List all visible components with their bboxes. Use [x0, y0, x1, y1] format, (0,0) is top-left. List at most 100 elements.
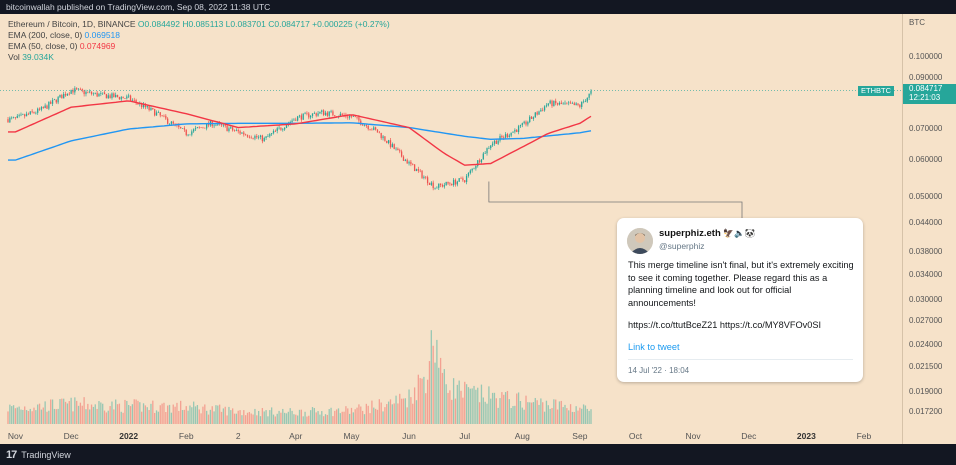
- candle-body: [196, 127, 199, 129]
- chart-panel[interactable]: Ethereum / Bitcoin, 1D, BINANCE O0.08449…: [0, 14, 956, 444]
- symbol-price-tag: ETHBTC: [858, 85, 894, 96]
- candle-body: [373, 127, 375, 130]
- volume-bar: [497, 407, 499, 424]
- candle-body: [332, 111, 334, 116]
- candle-body: [44, 105, 46, 109]
- volume-bar: [525, 395, 527, 424]
- link-to-tweet[interactable]: Link to tweet: [628, 342, 680, 352]
- volume-bar: [207, 414, 210, 424]
- candle-body: [415, 169, 418, 172]
- legend-ema50-row[interactable]: EMA (50, close, 0) 0.074969: [8, 41, 390, 52]
- candle-body: [241, 132, 243, 134]
- candle-body: [29, 111, 31, 115]
- volume-bar: [29, 408, 31, 424]
- price-chart[interactable]: [0, 14, 902, 444]
- legend-ema200-row[interactable]: EMA (200, close, 0) 0.069518: [8, 30, 390, 41]
- candle-body: [105, 94, 108, 99]
- candle-body: [131, 99, 134, 101]
- volume-bar: [213, 411, 215, 424]
- volume-bar: [432, 345, 434, 424]
- candle-body: [478, 160, 481, 163]
- footer-brand[interactable]: TradingView: [21, 449, 71, 460]
- tweet-author-name[interactable]: superphiz.eth 🦅🔈🐼: [659, 228, 755, 239]
- candle-body: [259, 135, 262, 137]
- y-tick-label: 0.100000: [909, 52, 943, 62]
- candle-body: [18, 115, 20, 116]
- volume-bar: [523, 409, 525, 424]
- candle-body: [490, 145, 492, 149]
- candle-body: [579, 104, 581, 107]
- y-tick-label: 0.060000: [909, 155, 943, 165]
- volume-bar: [564, 404, 566, 424]
- volume-bar: [245, 415, 247, 424]
- volume-bar: [76, 400, 78, 424]
- candle-body: [419, 170, 421, 172]
- price-axis[interactable]: BTC 0.1000000.0900000.0800000.0700000.06…: [902, 14, 956, 444]
- candle-body: [174, 123, 176, 125]
- candle-body: [233, 130, 236, 131]
- ema200-line: [8, 122, 592, 161]
- volume-bar: [436, 339, 438, 424]
- candle-body: [206, 123, 208, 129]
- avatar[interactable]: [627, 228, 653, 254]
- volume-bar: [53, 408, 56, 424]
- candle-body: [90, 91, 93, 94]
- ema200-label: EMA (200, close, 0): [8, 30, 83, 40]
- tweet-links[interactable]: https://t.co/ttutBceZ21 https://t.co/MY8…: [628, 320, 822, 330]
- plot-area[interactable]: Ethereum / Bitcoin, 1D, BINANCE O0.08449…: [0, 14, 902, 444]
- volume-bar: [276, 413, 278, 424]
- candle-body: [53, 99, 56, 101]
- volume-bar: [116, 404, 119, 424]
- volume-bar: [389, 399, 392, 424]
- candle-body: [460, 178, 462, 179]
- x-tick-label: Nov: [7, 431, 23, 441]
- volume-bar: [129, 406, 132, 424]
- volume-bar: [40, 409, 43, 424]
- candle-body: [9, 117, 11, 123]
- volume-bar: [233, 413, 236, 424]
- candle-body: [382, 136, 384, 139]
- tweet-card[interactable]: superphiz.eth 🦅🔈🐼 @superphiz This merge …: [617, 218, 863, 382]
- candle-body: [220, 123, 223, 126]
- volume-bar: [25, 410, 28, 424]
- volume-bar: [575, 406, 577, 424]
- tweet-handle[interactable]: @superphiz: [659, 241, 705, 251]
- volume-bar: [510, 408, 512, 424]
- symbol-name[interactable]: Ethereum / Bitcoin, 1D, BINANCE: [8, 19, 136, 29]
- candle-body: [100, 93, 102, 94]
- candle-body: [356, 117, 358, 118]
- candle-body: [245, 134, 247, 136]
- volume-bar: [337, 408, 340, 424]
- volume-bar: [105, 412, 108, 424]
- volume-bar: [42, 407, 44, 424]
- volume-bar: [566, 408, 568, 424]
- volume-bar: [193, 401, 195, 424]
- candle-body: [360, 120, 362, 125]
- candle-body: [267, 136, 269, 137]
- candle-body: [321, 110, 323, 112]
- volume-bar: [100, 402, 102, 424]
- candle-body: [399, 150, 401, 152]
- candle-body: [568, 102, 570, 104]
- volume-bar: [157, 411, 160, 424]
- candle-body: [569, 102, 572, 104]
- candle-body: [313, 113, 316, 114]
- volume-bar: [16, 407, 18, 424]
- volume-bar: [115, 399, 117, 424]
- tradingview-logo-icon[interactable]: 17: [6, 448, 17, 461]
- volume-bar: [124, 399, 126, 424]
- candle-body: [87, 91, 89, 93]
- candle-body: [309, 116, 312, 118]
- candle-body: [61, 95, 63, 99]
- volume-bar: [334, 410, 336, 424]
- volume-bar: [148, 410, 150, 424]
- volume-bar: [473, 385, 475, 424]
- volume-bar: [384, 407, 386, 424]
- candle-body: [181, 128, 184, 129]
- candle-body: [122, 97, 124, 99]
- candle-body: [363, 124, 366, 126]
- candle-body: [27, 113, 30, 115]
- volume-bar: [376, 409, 379, 424]
- legend-volume-row[interactable]: Vol 39.034K: [8, 52, 390, 63]
- volume-bar: [387, 401, 390, 424]
